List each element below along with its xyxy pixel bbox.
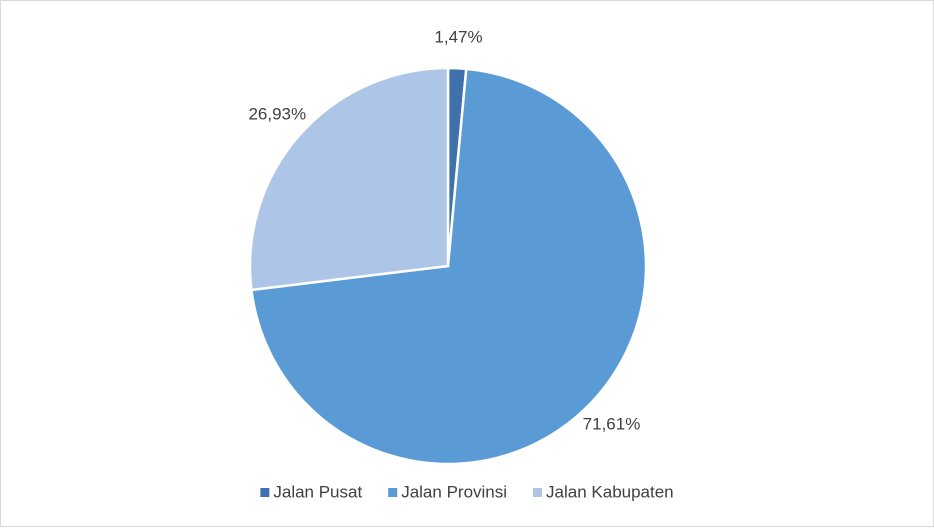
legend-swatch [533, 488, 543, 497]
data-label: 71,61% [583, 414, 641, 433]
legend-swatch [260, 488, 270, 497]
legend-label: Jalan Pusat [273, 482, 362, 501]
legend-label: Jalan Provinsi [401, 482, 507, 501]
data-label: 26,93% [248, 104, 306, 123]
legend-label: Jalan Kabupaten [546, 482, 674, 501]
data-label: 1,47% [434, 28, 482, 47]
pie-slice [248, 66, 450, 292]
legend-swatch [388, 488, 398, 497]
